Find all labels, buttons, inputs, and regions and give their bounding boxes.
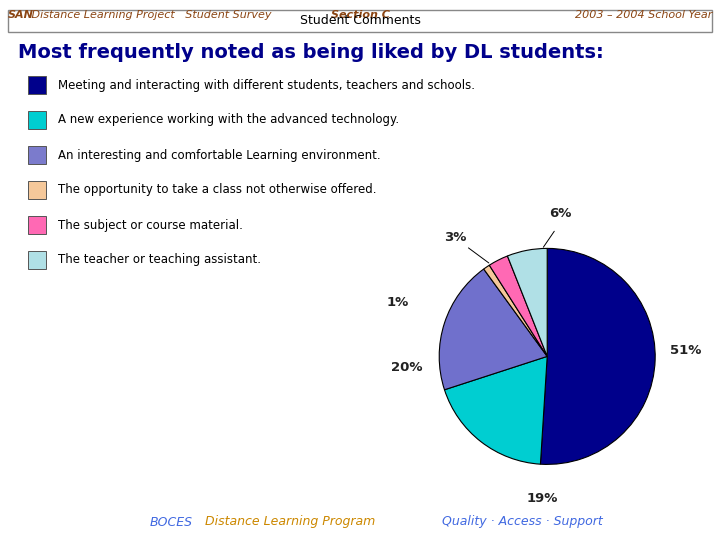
Bar [28,111,46,129]
Text: Most frequently noted as being liked by DL students:: Most frequently noted as being liked by … [18,43,604,62]
Wedge shape [541,248,655,464]
Wedge shape [444,356,547,464]
Text: 19%: 19% [526,492,557,505]
Text: Student Comments: Student Comments [300,15,420,28]
Text: 20%: 20% [391,361,423,374]
Bar [28,181,46,199]
Text: Quality · Access · Support: Quality · Access · Support [430,516,603,529]
Text: Distance Learning Project   Student Survey: Distance Learning Project Student Survey [28,10,271,20]
Wedge shape [490,256,547,356]
Text: 1%: 1% [387,296,409,309]
Bar [8,10,712,32]
Text: BOCES: BOCES [150,516,193,529]
Wedge shape [508,248,547,356]
Text: Distance Learning Program: Distance Learning Program [193,516,375,529]
Wedge shape [439,269,547,390]
Text: The subject or course material.: The subject or course material. [58,219,243,232]
Text: 2003 – 2004 School Year: 2003 – 2004 School Year [575,10,712,20]
Bar [28,216,46,234]
Text: Meeting and interacting with different students, teachers and schools.: Meeting and interacting with different s… [58,78,475,91]
Text: SAN: SAN [8,10,34,20]
Text: A new experience working with the advanced technology.: A new experience working with the advanc… [58,113,399,126]
Text: 51%: 51% [670,345,701,357]
Bar [28,251,46,269]
Bar [28,76,46,94]
Text: 3%: 3% [444,231,467,244]
Text: An interesting and comfortable Learning environment.: An interesting and comfortable Learning … [58,148,381,161]
Wedge shape [484,265,547,356]
Bar [28,146,46,164]
Text: The opportunity to take a class not otherwise offered.: The opportunity to take a class not othe… [58,184,377,197]
Text: 6%: 6% [549,207,572,220]
Text: Section C: Section C [330,10,390,20]
Text: The teacher or teaching assistant.: The teacher or teaching assistant. [58,253,261,267]
